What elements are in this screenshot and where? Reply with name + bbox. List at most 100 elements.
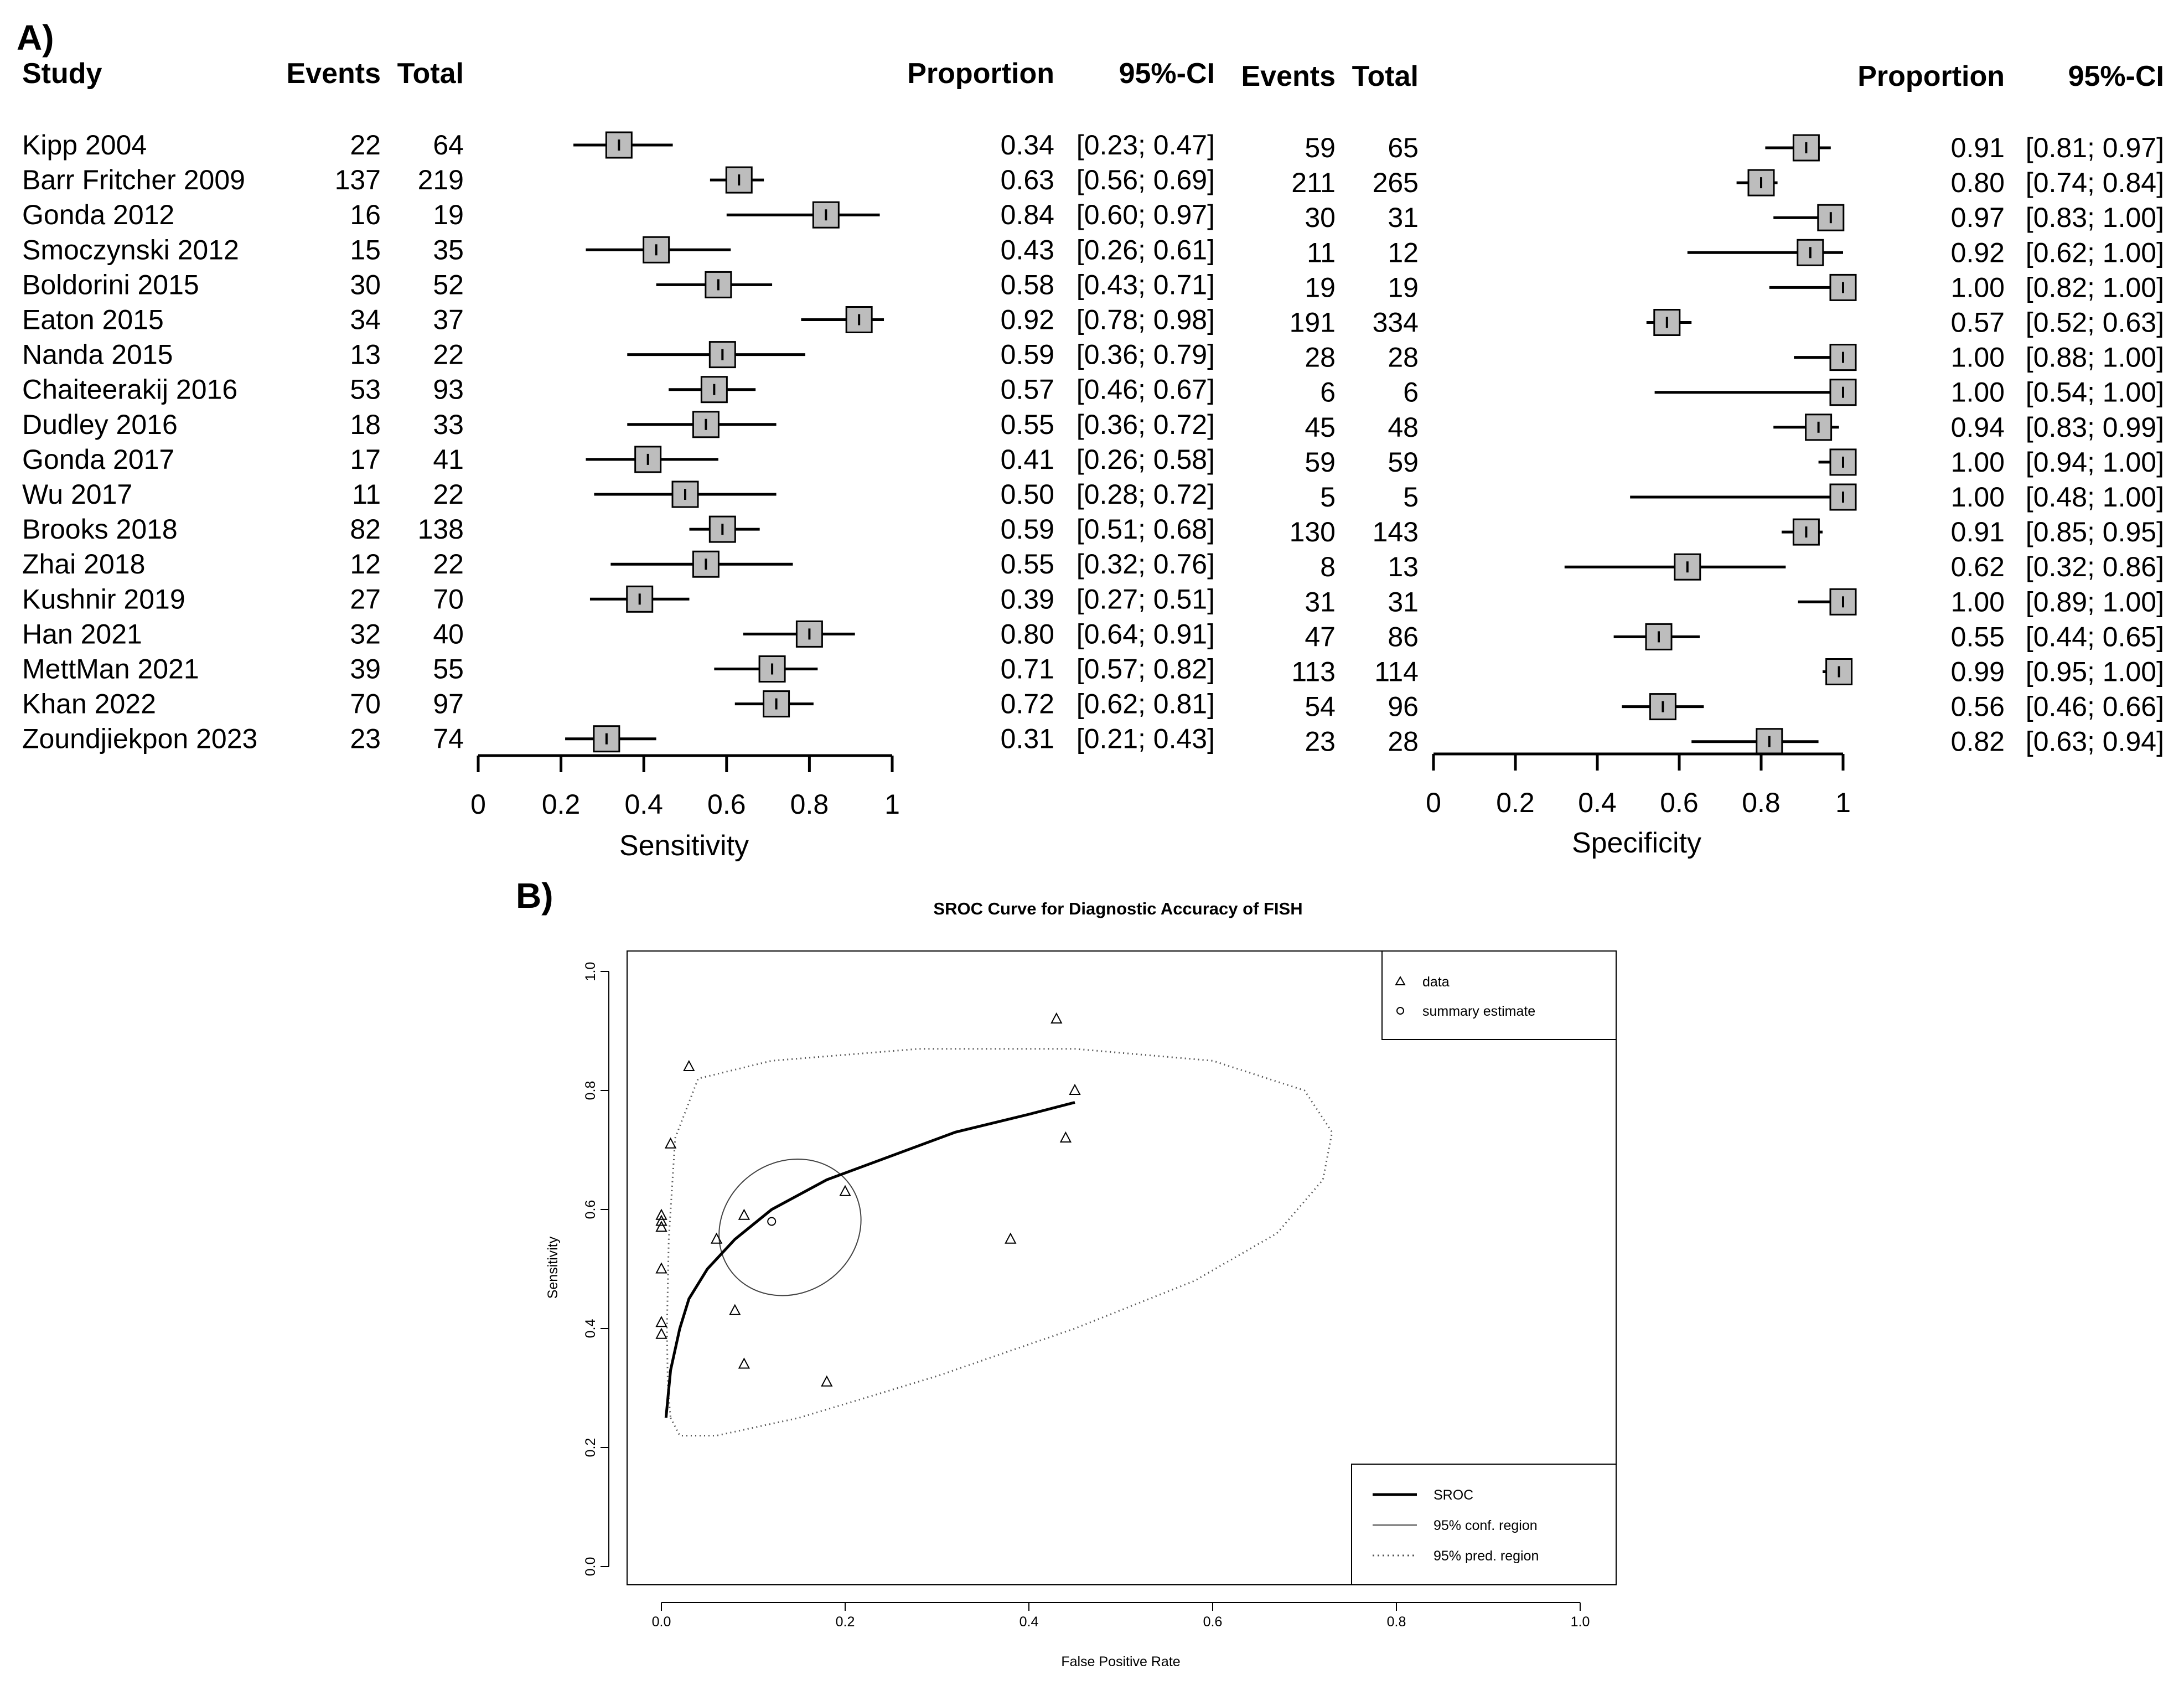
total-value: 22: [433, 339, 464, 370]
ci-value: [0.83; 0.99]: [2026, 412, 2164, 443]
axis-tick-label: 0: [1426, 787, 1441, 818]
data-point: [839, 1185, 851, 1196]
events-value: 53: [350, 374, 381, 405]
legend-data-label: data: [1422, 974, 1450, 990]
ci-value: [0.62; 1.00]: [2026, 237, 2164, 268]
proportion-value: 0.34: [1001, 130, 1054, 161]
estimate-box: [705, 271, 732, 298]
study-name: Barr Fritcher 2009: [22, 164, 245, 195]
data-point: [1005, 1232, 1017, 1244]
axis-tick-label: 1: [1835, 787, 1851, 818]
events-value: 23: [350, 723, 381, 754]
events-value: 59: [1305, 132, 1336, 163]
ci-value: [0.26; 0.58]: [1077, 444, 1215, 475]
ci-value: [0.57; 0.82]: [1077, 654, 1215, 685]
study-name: Nanda 2015: [22, 339, 173, 370]
estimate-box: [1792, 134, 1820, 162]
proportion-value: 0.31: [1001, 723, 1054, 754]
total-value: 114: [1374, 657, 1419, 688]
estimate-box: [708, 341, 736, 369]
ci-value: [0.28; 0.72]: [1077, 479, 1215, 510]
data-point: [710, 1232, 723, 1244]
ci-value: [0.95; 1.00]: [2026, 657, 2164, 688]
total-value: 219: [418, 164, 464, 195]
total-value: 96: [1388, 691, 1419, 722]
sroc-x-tick-label: 0.2: [836, 1614, 855, 1630]
events-value: 45: [1305, 412, 1336, 443]
events-value: 22: [350, 130, 381, 161]
events-value: 11: [352, 479, 381, 510]
data-point: [1059, 1131, 1072, 1143]
header-spec-total: Total: [1352, 60, 1419, 92]
study-name: Gonda 2012: [22, 199, 174, 230]
ci-value: [0.51; 0.68]: [1077, 514, 1215, 545]
proportion-value: 0.56: [1951, 691, 2005, 722]
events-value: 113: [1291, 657, 1336, 688]
axis-tick-label: 0.8: [790, 789, 829, 820]
proportion-value: 1.00: [1951, 447, 2005, 478]
data-point: [655, 1262, 667, 1274]
sensitivity-axis-title: Sensitivity: [619, 830, 749, 862]
ci-value: [0.54; 1.00]: [2026, 377, 2164, 408]
study-name: Khan 2022: [22, 689, 156, 720]
prediction-region: [666, 1048, 1333, 1436]
ci-value: [0.46; 0.67]: [1077, 374, 1215, 405]
proportion-value: 1.00: [1951, 377, 2005, 408]
estimate-box: [1825, 658, 1853, 685]
study-name: Smoczynski 2012: [22, 234, 239, 265]
ci-value: [0.94; 1.00]: [2026, 447, 2164, 478]
ci-value: [0.88; 1.00]: [2026, 342, 2164, 373]
sroc-x-tick-label: 0.0: [652, 1614, 671, 1630]
sroc-plot-frame: [627, 950, 1617, 1585]
ci-value: [0.82; 1.00]: [2026, 272, 2164, 303]
total-value: 52: [433, 269, 464, 300]
data-point: [738, 1357, 751, 1369]
sroc-y-tick-label: 0.6: [583, 1200, 598, 1219]
events-value: 27: [350, 583, 381, 614]
total-value: 40: [433, 618, 464, 649]
total-value: 28: [1388, 726, 1419, 757]
axis-tick-label: 0.2: [542, 789, 581, 820]
ci-value: [0.43; 0.71]: [1077, 269, 1215, 300]
sroc-x-tick-label: 0.6: [1203, 1614, 1223, 1630]
ci-value: [0.46; 0.66]: [2026, 691, 2164, 722]
ci-value: [0.23; 0.47]: [1077, 130, 1215, 161]
header-sens-ci: 95%-CI: [1119, 58, 1215, 90]
sroc-y-tick-label: 0.8: [583, 1081, 598, 1100]
estimate-box: [1797, 239, 1824, 266]
sensitivity-axis: 0 0.2 0.4 0.6 0.8 1: [470, 754, 900, 820]
ci-value: [0.89; 1.00]: [2026, 586, 2164, 617]
sroc-plot-layer: 0.0 0.2 0.4 0.6 0.8 1.0 0.0 0.2 0.4 0.6 0.8 1.0: [583, 962, 1590, 1630]
total-value: 35: [433, 234, 464, 265]
data-point: [683, 1059, 695, 1071]
header-sens-proportion: Proportion: [907, 58, 1054, 90]
proportion-value: 0.39: [1001, 583, 1054, 614]
proportion-value: 0.91: [1951, 516, 2005, 547]
proportion-value: 0.55: [1951, 621, 2005, 652]
specificity-axis-title: Specificity: [1572, 827, 1701, 859]
proportion-value: 0.97: [1951, 202, 2005, 233]
events-value: 54: [1305, 691, 1336, 722]
ci-value: [0.63; 0.94]: [2026, 726, 2164, 757]
legend-top-box: [1381, 950, 1617, 1040]
sroc-y-tick-label: 1.0: [583, 962, 598, 981]
proportion-value: 1.00: [1951, 482, 2005, 513]
proportion-value: 0.43: [1001, 234, 1054, 265]
axis-tick-label: 0.8: [1742, 787, 1781, 818]
proportion-value: 0.80: [1001, 618, 1054, 649]
total-value: 97: [433, 689, 464, 720]
proportion-value: 0.84: [1001, 199, 1054, 230]
ci-value: [0.60; 0.97]: [1077, 199, 1215, 230]
study-name: Wu 2017: [22, 479, 132, 510]
data-point: [655, 1316, 667, 1327]
proportion-value: 1.00: [1951, 586, 2005, 617]
total-value: 12: [1388, 237, 1419, 268]
estimate-box: [671, 480, 699, 508]
sroc-x-tick-label: 1.0: [1571, 1614, 1590, 1630]
events-value: 211: [1291, 167, 1336, 198]
ci-value: [0.85; 0.95]: [2026, 516, 2164, 547]
header-study: Study: [22, 58, 102, 90]
study-name: Kipp 2004: [22, 130, 147, 161]
study-name: Han 2021: [22, 618, 142, 649]
